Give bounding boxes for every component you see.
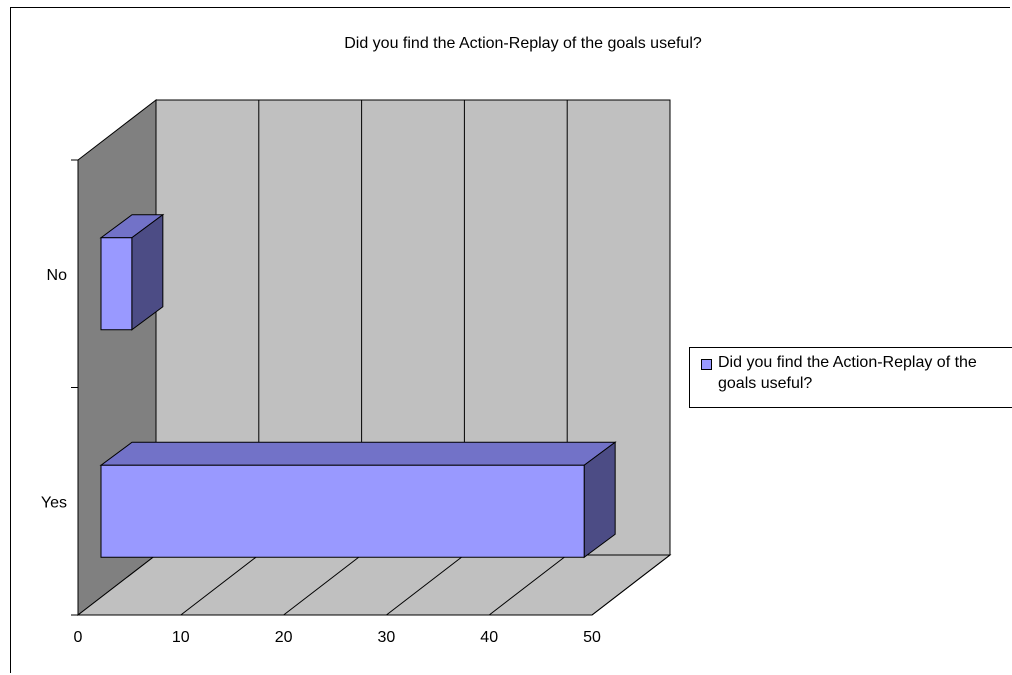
- bars: [99, 213, 617, 559]
- x-tick-label: 10: [172, 629, 190, 646]
- floor-gridline: [180, 554, 260, 616]
- x-tick-label: 40: [480, 629, 498, 646]
- legend-swatch: [701, 359, 712, 370]
- tick-labels: 0 10 20 30 40 50 No Yes: [41, 267, 601, 646]
- legend: Did you find the Action-Replay of the go…: [689, 347, 1012, 408]
- floor-gridline: [591, 554, 671, 616]
- bar-no: [100, 237, 133, 331]
- chart-title: Did you find the Action-Replay of the go…: [344, 35, 702, 52]
- x-tick-label: 50: [583, 629, 601, 646]
- x-tick-label: 30: [378, 629, 396, 646]
- axes: [71, 159, 592, 616]
- x-tick-label: 20: [275, 629, 293, 646]
- floor: [76, 554, 672, 616]
- floor-gridline: [488, 554, 568, 616]
- floor-gridline: [283, 554, 362, 616]
- y-tick-label: Yes: [41, 494, 67, 511]
- x-tick-label: 0: [74, 629, 83, 646]
- y-tick-label: No: [47, 267, 68, 284]
- legend-label: Did you find the Action-Replay of the go…: [718, 354, 977, 392]
- floor-gridline: [386, 554, 465, 616]
- bar-top: [99, 441, 617, 466]
- bar-yes: [100, 464, 585, 558]
